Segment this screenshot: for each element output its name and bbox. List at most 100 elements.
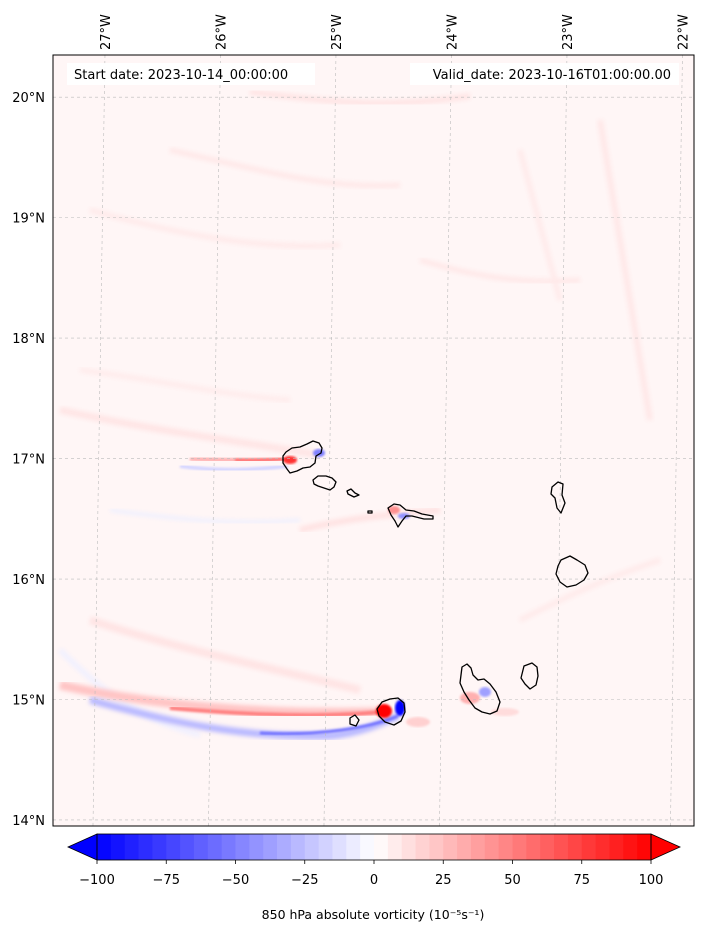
- colorbar-step: [97, 834, 112, 860]
- island-boa-vista: [555, 555, 589, 588]
- santiago-positive: [460, 692, 480, 704]
- gridlines: [53, 55, 694, 826]
- island-branco: [367, 510, 373, 514]
- colorbar-step: [470, 834, 486, 860]
- north-island-negative: [313, 449, 325, 457]
- start-date-box: [67, 63, 315, 85]
- coastlines: [282, 440, 589, 727]
- faint-streak: [79, 367, 291, 403]
- faint-blue-streak: [57, 647, 201, 738]
- sao-nicolau-positive: [388, 506, 400, 514]
- colorbar-step: [484, 834, 500, 860]
- lat-tick-label: 20°N: [12, 91, 45, 106]
- island-sao-nicolau: [387, 503, 434, 528]
- start-date-label: Start date: 2023-10-14_00:00:00: [74, 68, 288, 83]
- colorbar-step: [138, 834, 153, 860]
- colorbar-step: [457, 834, 472, 860]
- lat-tick-label: 16°N: [12, 573, 45, 588]
- island-brava: [349, 714, 360, 727]
- colorbar: −100 −75 −50 −25 0 25 50 75 100 850 hPa absolute…: [67, 833, 681, 922]
- gridline-lon: [92, 55, 106, 826]
- colorbar-step: [429, 834, 444, 860]
- lat-tick-label: 15°N: [12, 694, 45, 709]
- colorbar-tick-label: 50: [504, 873, 521, 888]
- colorbar-step: [637, 834, 652, 860]
- colorbar-step: [443, 834, 458, 860]
- lon-tick-label: 22°W: [676, 14, 691, 50]
- colorbar-step: [567, 834, 583, 860]
- colorbar-step: [263, 834, 278, 860]
- colorbar-step: [540, 834, 555, 860]
- faint-streak: [89, 207, 341, 249]
- valid-date-label: Valid_date: 2023-10-16T01:00:00.00: [433, 68, 671, 83]
- colorbar-step: [235, 834, 250, 860]
- island-maio: [520, 662, 539, 690]
- colorbar-step: [277, 834, 292, 860]
- island-fogo: [376, 697, 406, 726]
- faint-streak: [88, 616, 361, 694]
- colorbar-tick-label: −100: [79, 873, 115, 888]
- colorbar-step: [415, 834, 430, 860]
- lat-tick-label: 17°N: [12, 453, 45, 468]
- colorbar-step: [193, 834, 209, 860]
- colorbar-step: [249, 834, 264, 860]
- faint-streak: [299, 507, 441, 533]
- north-island-positive: [283, 456, 297, 464]
- colorbar-extend-max: [650, 833, 681, 861]
- lat-tick-label: 19°N: [12, 212, 45, 227]
- island-santo-antao: [282, 440, 323, 474]
- colorbar-step: [401, 834, 417, 860]
- colorbar-step: [498, 834, 513, 860]
- colorbar-step: [166, 834, 181, 860]
- colorbar-tick-label: −75: [153, 873, 180, 888]
- colorbar-step: [346, 834, 361, 860]
- map-frame: [52, 54, 695, 827]
- faint-streak: [419, 257, 581, 284]
- lon-tick-label: 24°W: [445, 14, 460, 50]
- colorbar-step: [554, 834, 569, 860]
- island-santa-luzia: [346, 488, 360, 498]
- colorbar-step: [609, 834, 624, 860]
- fogo-leeward-positive: [406, 717, 430, 727]
- colorbar-step: [152, 834, 167, 860]
- colorbar-step: [595, 834, 610, 860]
- lon-tick-label: 26°W: [214, 14, 229, 50]
- colorbar-step: [374, 834, 389, 860]
- lon-tick-label: 27°W: [99, 14, 114, 50]
- colorbar-steps: [97, 834, 652, 860]
- colorbar-step: [180, 834, 195, 860]
- colorbar-step: [318, 834, 333, 860]
- island-sal: [550, 481, 566, 514]
- colorbar-tick-label: 25: [435, 873, 452, 888]
- north-wake-negative: [179, 464, 289, 472]
- colorbar-step: [124, 834, 140, 860]
- colorbar-tick-label: 100: [639, 873, 664, 888]
- colorbar-ticks: −100 −75 −50 −25 0 25 50 75 100: [79, 860, 663, 888]
- lat-tick-label: 18°N: [12, 332, 45, 347]
- south-wake-positive: [59, 680, 381, 718]
- lat-tick-label: 14°N: [12, 814, 45, 829]
- longitude-ticks: 27°W 26°W 25°W 24°W 23°W 22°W: [99, 14, 691, 50]
- colorbar-step: [304, 834, 320, 860]
- colorbar-step: [360, 834, 375, 860]
- latitude-ticks: 14°N 15°N 16°N 17°N 18°N 19°N 20°N: [12, 91, 45, 829]
- gridline-lon: [323, 55, 337, 826]
- faint-streak: [597, 119, 653, 421]
- santiago-negative: [479, 687, 491, 697]
- gridline-lon: [208, 55, 221, 826]
- colorbar-step: [387, 834, 403, 860]
- colorbar-step: [526, 834, 541, 860]
- colorbar-tick-label: −50: [222, 873, 249, 888]
- colorbar-tick-label: −25: [291, 873, 318, 888]
- valid-date-box: [410, 63, 679, 85]
- colorbar-step: [110, 834, 126, 860]
- colorbar-tick-label: 75: [573, 873, 590, 888]
- vorticity-field: [57, 89, 661, 740]
- gridline-lon: [439, 55, 452, 826]
- south-wake-negative: [89, 696, 400, 740]
- colorbar-extend-min: [67, 833, 98, 861]
- sao-nicolau-negative: [398, 513, 410, 519]
- colorbar-label: 850 hPa absolute vorticity (10⁻⁵s⁻¹): [262, 907, 485, 922]
- faint-streak: [59, 406, 321, 459]
